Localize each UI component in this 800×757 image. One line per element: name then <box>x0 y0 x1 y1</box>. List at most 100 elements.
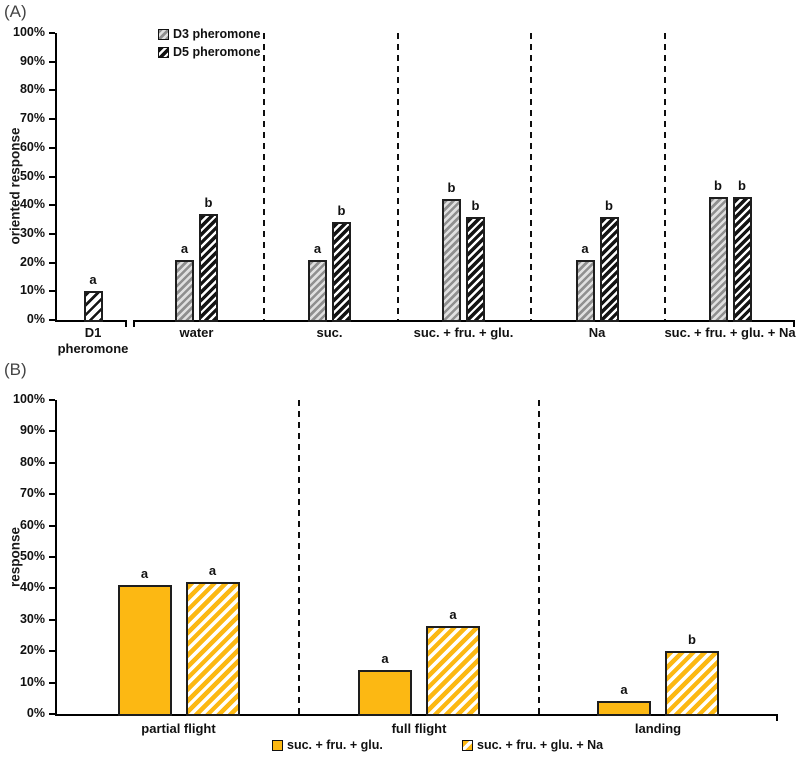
separator-line <box>664 33 666 320</box>
y-tick <box>49 89 55 92</box>
bar <box>597 701 651 716</box>
y-tick-label: 40% <box>19 580 45 595</box>
y-tick-label: 20% <box>19 254 45 269</box>
y-tick <box>49 713 55 715</box>
y-tick <box>49 430 55 433</box>
sfg-na-swatch-icon <box>462 739 473 751</box>
significance-letter: b <box>714 177 722 193</box>
y-tick <box>49 290 55 293</box>
y-tick <box>49 587 55 590</box>
y-tick-label: 70% <box>19 111 45 126</box>
x-axis-end-tick <box>793 320 795 327</box>
bar <box>83 291 103 322</box>
significance-letter: a <box>381 651 389 667</box>
d5-pheromone-legend-label: D5 pheromone <box>173 45 261 59</box>
separator-line <box>397 33 399 320</box>
category-label: D1 pheromone <box>57 325 129 357</box>
x-axis-end-tick <box>125 320 127 327</box>
y-tick <box>49 319 55 321</box>
bar <box>175 259 194 322</box>
y-tick <box>49 146 55 149</box>
significance-letter: a <box>208 563 217 579</box>
category-label: full flight <box>391 721 447 736</box>
bar <box>599 216 619 322</box>
significance-letter: b <box>605 197 613 213</box>
significance-letter: a <box>449 607 457 623</box>
significance-letter: b <box>447 180 456 196</box>
significance-letter: b <box>204 194 213 210</box>
category-label: water <box>179 325 214 340</box>
separator-line <box>263 33 265 320</box>
y-tick <box>49 524 55 527</box>
y-tick <box>49 32 55 34</box>
y-tick <box>49 461 55 464</box>
y-tick-label: 60% <box>19 517 45 532</box>
category-label: landing <box>634 721 682 736</box>
bar <box>732 196 752 322</box>
significance-letter: a <box>581 240 589 256</box>
significance-letter: b <box>471 197 480 213</box>
y-tick <box>49 60 55 63</box>
y-tick <box>49 493 55 496</box>
bar <box>575 259 595 322</box>
separator-line <box>538 400 540 714</box>
significance-letter: a <box>89 272 97 288</box>
y-tick-label: 70% <box>19 486 45 501</box>
y-tick <box>49 556 55 558</box>
y-axis-line <box>55 400 57 716</box>
y-tick-label: 20% <box>19 643 45 658</box>
y-tick <box>49 261 55 264</box>
y-tick-label: 10% <box>19 283 45 298</box>
panel-b-letter: (B) <box>4 360 27 379</box>
y-axis-line <box>55 33 57 322</box>
y-tick <box>49 681 55 684</box>
panel-a-chart: 0% 10% 20% 30% 40% 50% 60% 70% 80% 90% 100% a D1 phe… <box>13 25 796 357</box>
legend-item-d5: D5 pheromone <box>158 45 261 59</box>
bar <box>199 213 218 322</box>
x-axis-line <box>57 714 778 716</box>
category-label: suc. + fru. + glu. + Na <box>664 325 796 340</box>
y-tick-label: 40% <box>19 197 45 212</box>
x-axis-end-tick <box>133 320 135 327</box>
separator-line <box>530 33 532 320</box>
y-tick-label: 80% <box>19 454 45 469</box>
bar <box>426 626 480 716</box>
y-tick-label: 90% <box>19 423 45 438</box>
significance-letter: b <box>337 203 346 219</box>
bar <box>708 196 728 322</box>
bar <box>332 222 351 322</box>
bar <box>308 259 327 322</box>
category-label: suc. + fru. + glu. <box>413 325 514 340</box>
y-tick-label: 30% <box>19 225 45 240</box>
sfg-na-legend-label: suc. + fru. + glu. + Na <box>477 738 604 752</box>
sfg-legend-label: suc. + fru. + glu. <box>287 738 383 752</box>
significance-letter: b <box>688 632 696 648</box>
d3-pheromone-swatch-icon <box>158 28 169 40</box>
x-axis-line <box>133 320 795 322</box>
bar <box>117 585 172 716</box>
significance-letter: b <box>738 177 746 193</box>
category-label: Na <box>588 325 606 340</box>
y-tick <box>49 399 55 401</box>
d5-pheromone-swatch-icon <box>158 46 169 58</box>
y-tick-label: 50% <box>19 168 45 183</box>
y-tick <box>49 618 55 621</box>
y-tick-label: 10% <box>19 674 45 689</box>
panel-a-legend: D3 pheromone D5 pheromone <box>158 27 261 63</box>
y-tick-label: 90% <box>19 53 45 68</box>
y-tick-label: 100% <box>13 25 45 39</box>
significance-letter: a <box>140 566 149 582</box>
y-tick-label: 0% <box>26 706 45 720</box>
y-tick <box>49 232 55 235</box>
bar <box>442 199 461 322</box>
sfg-swatch-icon <box>272 739 283 751</box>
y-tick <box>49 204 55 207</box>
y-tick-label: 50% <box>19 549 45 563</box>
category-label: partial flight <box>141 721 216 736</box>
significance-letter: a <box>180 240 189 256</box>
x-axis-end-tick <box>776 714 778 721</box>
separator-line <box>298 400 300 714</box>
panel-b-legend-item-1: suc. + fru. + glu. <box>272 738 383 752</box>
